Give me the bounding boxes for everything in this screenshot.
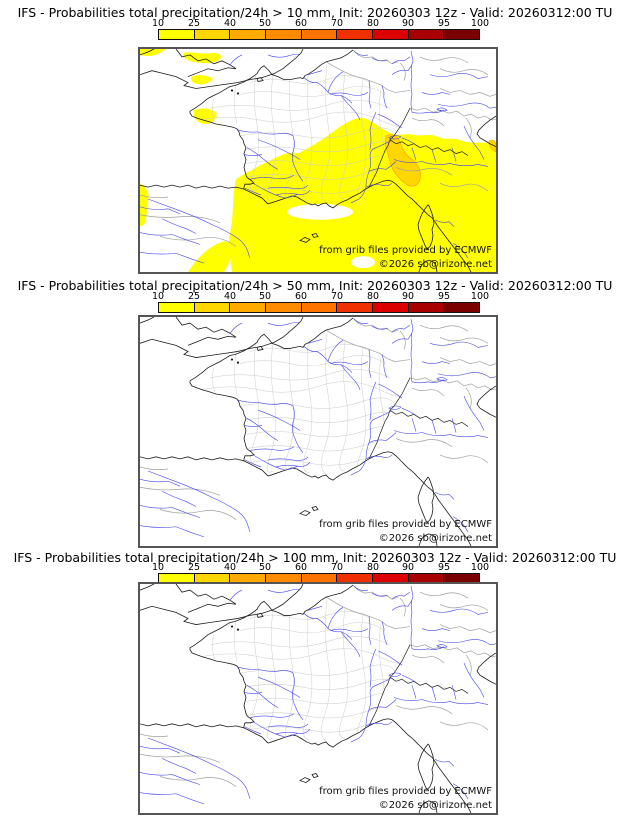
colorbar-tick-label: 50	[258, 18, 272, 29]
colorbar-tick-label: 40	[223, 18, 237, 29]
colorbar-segment	[266, 574, 301, 583]
colorbar-tick-labels: 10 25 40 50 60 70 80 90 95 100	[0, 563, 630, 573]
colorbar-tick-label: 95	[437, 291, 451, 302]
colorbar-tick-label: 95	[437, 18, 451, 29]
colorbar-segment	[159, 574, 194, 583]
colorbar-segment	[373, 30, 408, 39]
colorbar-tick-label: 100	[470, 291, 490, 302]
colorbar-tick-label: 25	[187, 562, 201, 573]
colorbar-segment	[194, 30, 230, 39]
ecmwf-credit: from grib files provided by ECMWF	[319, 245, 492, 256]
colorbar-segment	[266, 30, 301, 39]
map-france-100mm: from grib files provided by ECMWF ©2026 …	[138, 582, 498, 815]
colorbar-segment	[159, 30, 194, 39]
colorbar-segment	[408, 574, 444, 583]
colorbar-segment	[230, 303, 266, 312]
colorbar-tick-label: 60	[294, 562, 308, 573]
colorbar-tick-label: 60	[294, 291, 308, 302]
panel-title: IFS - Probabilities total precipitation/…	[17, 5, 613, 20]
colorbar-tick-label: 70	[330, 291, 344, 302]
colorbar-segment	[337, 303, 373, 312]
colorbar-tick-label: 70	[330, 18, 344, 29]
probability-colorbar	[158, 573, 480, 584]
colorbar-segment	[159, 303, 194, 312]
copyright-credit: ©2026 sb@irizone.net	[378, 533, 492, 544]
colorbar-segment	[194, 574, 230, 583]
colorbar-segment	[194, 303, 230, 312]
colorbar-segment	[301, 303, 337, 312]
colorbar-segment	[373, 574, 408, 583]
colorbar-tick-label: 90	[401, 562, 415, 573]
probability-colorbar	[158, 29, 480, 40]
colorbar-tick-label: 80	[366, 18, 380, 29]
panel-title: IFS - Probabilities total precipitation/…	[13, 550, 617, 565]
colorbar-tick-label: 100	[470, 18, 490, 29]
france-basemap	[140, 317, 496, 546]
colorbar-tick-label: 25	[187, 18, 201, 29]
colorbar-tick-label: 10	[151, 18, 165, 29]
map-france-10mm: from grib files provided by ECMWF ©2026 …	[138, 47, 498, 274]
copyright-credit: ©2026 sb@irizone.net	[378, 800, 492, 811]
colorbar-tick-label: 70	[330, 562, 344, 573]
colorbar-segment	[337, 30, 373, 39]
colorbar-tick-label: 50	[258, 562, 272, 573]
colorbar-segment	[444, 574, 480, 583]
colorbar-tick-label: 50	[258, 291, 272, 302]
colorbar-segment	[373, 303, 408, 312]
colorbar-tick-label: 10	[151, 562, 165, 573]
colorbar-tick-label: 80	[366, 562, 380, 573]
colorbar-tick-label: 40	[223, 291, 237, 302]
ecmwf-credit: from grib files provided by ECMWF	[319, 786, 492, 797]
colorbar-tick-label: 100	[470, 562, 490, 573]
colorbar-segment	[408, 303, 444, 312]
panel-title: IFS - Probabilities total precipitation/…	[17, 278, 613, 293]
colorbar-tick-label: 40	[223, 562, 237, 573]
colorbar-segment	[337, 574, 373, 583]
colorbar-tick-label: 25	[187, 291, 201, 302]
colorbar-segment	[444, 303, 480, 312]
colorbar-segment	[301, 574, 337, 583]
probability-colorbar	[158, 302, 480, 313]
colorbar-tick-label: 90	[401, 18, 415, 29]
colorbar-segment	[301, 30, 337, 39]
france-basemap	[140, 584, 496, 813]
ecmwf-credit: from grib files provided by ECMWF	[319, 519, 492, 530]
colorbar-tick-labels: 10 25 40 50 60 70 80 90 95 100	[0, 292, 630, 302]
colorbar-tick-label: 10	[151, 291, 165, 302]
colorbar-tick-labels: 10 25 40 50 60 70 80 90 95 100	[0, 19, 630, 29]
copyright-credit: ©2026 sb@irizone.net	[378, 259, 492, 270]
colorbar-segment	[230, 30, 266, 39]
colorbar-segment	[230, 574, 266, 583]
colorbar-tick-label: 80	[366, 291, 380, 302]
colorbar-tick-label: 90	[401, 291, 415, 302]
colorbar-segment	[444, 30, 480, 39]
colorbar-tick-label: 60	[294, 18, 308, 29]
colorbar-tick-label: 95	[437, 562, 451, 573]
precip-shading	[140, 49, 496, 272]
colorbar-segment	[266, 303, 301, 312]
colorbar-segment	[408, 30, 444, 39]
map-france-50mm: from grib files provided by ECMWF ©2026 …	[138, 315, 498, 548]
